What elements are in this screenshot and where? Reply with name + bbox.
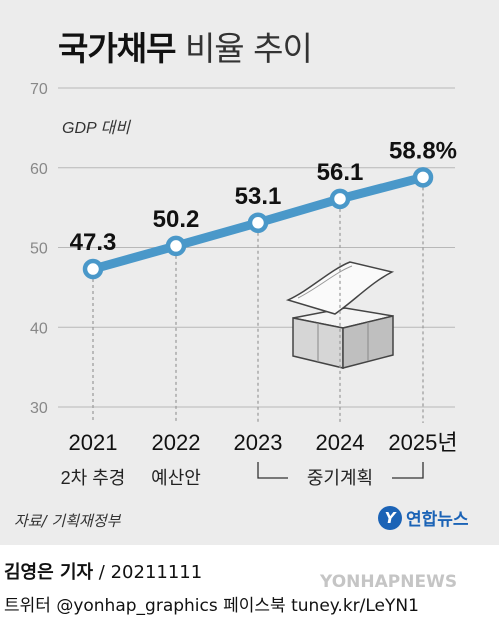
yonhap-logo: Y 연합뉴스 [378, 505, 469, 530]
publish-date: / 20211111 [93, 562, 203, 583]
x-sub-label: 예산안 [151, 468, 201, 488]
y-tick-label: 70 [30, 81, 48, 98]
data-label: 53.1 [235, 183, 282, 210]
y-tick-label: 50 [30, 241, 48, 258]
author-name: 김영은 기자 [4, 562, 94, 583]
data-point [165, 235, 187, 257]
x-tick-label: 2021 [69, 430, 118, 455]
y-tick-label: 40 [30, 320, 48, 337]
watermark: YONHAPNEWS [320, 572, 458, 592]
social-links: 트위터 @yonhap_graphics 페이스북 tuney.kr/LeYN1 [4, 596, 419, 616]
infographic-card [0, 0, 499, 545]
data-point [247, 212, 269, 234]
source-note: 자료/ 기획재정부 [14, 512, 121, 530]
y-tick-label: 30 [30, 400, 48, 417]
data-label: 47.3 [70, 229, 117, 256]
x-sub-label: 2차 추경 [61, 468, 126, 488]
x-tick-label: 2022 [152, 430, 201, 455]
title-bold: 국가채무 [58, 29, 176, 68]
data-label: 50.2 [153, 206, 200, 233]
x-tick-label: 2025년 [388, 430, 457, 455]
guide-lines [92, 187, 424, 423]
logo-text: 연합뉴스 [406, 510, 469, 530]
data-point [329, 188, 351, 210]
data-point [412, 167, 434, 188]
grid-lines [58, 87, 455, 408]
author-credit: 김영은 기자 / 20211111 [4, 558, 202, 584]
data-point [82, 258, 104, 280]
mid-term-bracket: 중기계획 [257, 462, 424, 488]
x-tick-label: 2023 [234, 430, 283, 455]
logo-mark: Y [378, 505, 402, 530]
y-tick-label: 60 [30, 161, 48, 178]
money-stack-icon [285, 261, 395, 369]
bracket-label: 중기계획 [307, 468, 373, 488]
y-tick-labels: 30 40 50 60 70 [30, 81, 48, 417]
x-tick-label: 2024 [316, 430, 365, 455]
x-tick-labels: 2021 2차 추경 2022 예산안 2023 2024 2025년 [61, 430, 458, 488]
data-points [82, 167, 434, 280]
data-label: 58.8% [389, 137, 457, 164]
data-label: 56.1 [317, 159, 364, 186]
data-labels: 47.3 50.2 53.1 56.1 58.8% [70, 137, 457, 256]
chart-title: 국가채무 비율 추이 [58, 22, 313, 70]
unit-label: GDP 대비 [62, 119, 131, 137]
title-light: 비율 추이 [175, 29, 313, 68]
